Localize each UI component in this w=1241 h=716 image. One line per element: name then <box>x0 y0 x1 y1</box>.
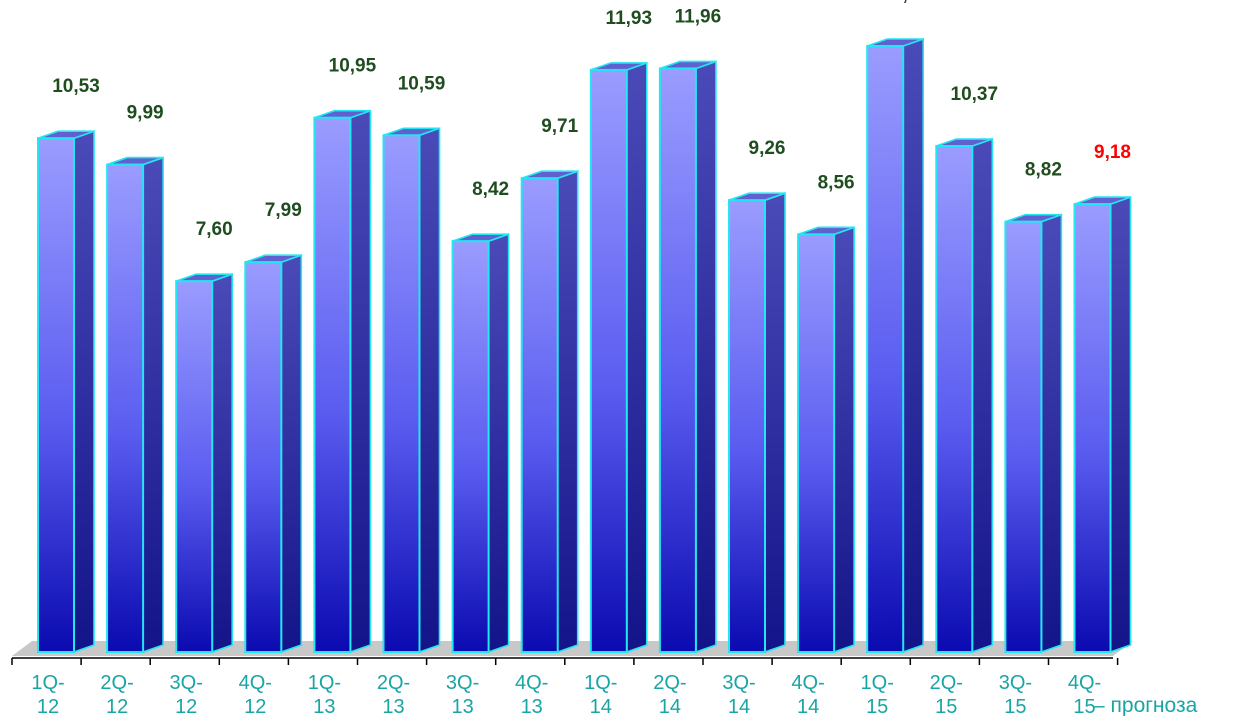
bar-front <box>37 137 75 653</box>
category-label: 4Q-14 <box>791 672 824 716</box>
category-label: 1Q-13 <box>308 672 341 716</box>
category-label: 2Q-15 <box>930 672 963 716</box>
category-label: 4Q-15 <box>1068 672 1101 716</box>
bar-front <box>451 240 490 654</box>
bar-front <box>382 134 421 653</box>
value-label: 10,59 <box>398 73 446 94</box>
category-label: 1Q-14 <box>584 672 617 716</box>
bar-11 <box>728 192 786 654</box>
bar-side <box>142 156 164 654</box>
bar-14 <box>935 137 994 654</box>
bar-front <box>866 45 905 653</box>
category-label: 3Q-14 <box>722 672 755 716</box>
bar-side <box>833 226 855 654</box>
bar-front <box>313 116 352 654</box>
bar-front <box>658 67 697 653</box>
category-label: 2Q-13 <box>377 672 410 716</box>
bar-front <box>935 145 974 654</box>
bar-side <box>625 61 648 654</box>
x-axis: 1Q-12 2Q-12 3Q-12 4Q-12 1Q-13 2Q-13 3Q-13 4Q-13… <box>11 657 1119 716</box>
bar-side <box>1040 213 1063 654</box>
bar-4 <box>244 254 303 654</box>
bar-side <box>695 60 717 654</box>
bar-12 <box>797 226 855 654</box>
bar-15 <box>1004 213 1063 654</box>
category-label: 3Q-13 <box>446 672 479 716</box>
bar-side <box>1109 195 1132 654</box>
bar-front <box>589 68 628 654</box>
bar-front <box>1004 220 1043 654</box>
value-label: 9,26 <box>749 138 786 159</box>
bar-8 <box>520 170 579 654</box>
value-label: 9,71 <box>541 116 578 137</box>
bar-side <box>73 130 95 654</box>
category-label: 1Q-15 <box>861 672 894 716</box>
value-labels: 10,53 9,99 7,60 7,99 10,95 10,59 8,42 9,71 11,93… <box>52 0 1131 240</box>
bar-13 <box>866 37 925 654</box>
bar-front <box>520 177 559 653</box>
value-label: 11,93 <box>606 8 653 29</box>
value-label: 8,42 <box>472 179 509 200</box>
bar-front <box>1073 203 1112 654</box>
bar-side <box>556 170 579 654</box>
bar-6 <box>382 127 441 654</box>
category-label: 2Q-12 <box>100 672 133 716</box>
value-label: 8,56 <box>818 172 855 193</box>
bar-1 <box>37 130 95 654</box>
category-label: 3Q-12 <box>170 672 203 716</box>
bar-front <box>797 233 836 653</box>
value-label: 11,96 <box>675 6 722 27</box>
bar-2 <box>106 156 164 654</box>
value-label: 10,53 <box>52 76 100 97</box>
bar-side <box>971 137 994 654</box>
value-label: 8,82 <box>1025 160 1062 181</box>
bar-side <box>487 233 510 654</box>
category-label: 4Q-13 <box>515 672 548 716</box>
value-label: 7,60 <box>196 219 233 240</box>
value-label: 7,99 <box>265 200 302 221</box>
bar-10 <box>658 60 717 654</box>
bar-side <box>211 273 233 654</box>
bar-9 <box>589 61 648 654</box>
bar-5 <box>313 109 372 654</box>
bar-side <box>349 109 372 654</box>
bars-layer <box>37 37 1132 654</box>
forecast-note: – прогноза <box>1093 694 1198 716</box>
bar-front <box>106 163 145 653</box>
category-label: 4Q-12 <box>239 672 272 716</box>
value-label: 10,37 <box>951 84 999 105</box>
bar-front <box>175 280 214 653</box>
value-label: 9,18 <box>1094 142 1131 163</box>
category-label: 1Q-12 <box>31 672 64 716</box>
bar-3 <box>175 273 233 654</box>
bar-side <box>902 37 925 654</box>
bar-side <box>418 127 441 654</box>
category-label: 3Q-15 <box>999 672 1032 716</box>
bar-side <box>764 192 786 654</box>
category-label: 2Q-14 <box>653 672 686 716</box>
value-label: 10,95 <box>329 56 377 77</box>
value-label: 9,99 <box>127 103 164 124</box>
value-label: 12,42 <box>881 0 929 5</box>
bar-front <box>244 261 283 653</box>
bar-front <box>728 199 766 654</box>
bar-7 <box>451 233 510 654</box>
bar-side <box>280 254 303 654</box>
bar-16 <box>1073 195 1132 654</box>
